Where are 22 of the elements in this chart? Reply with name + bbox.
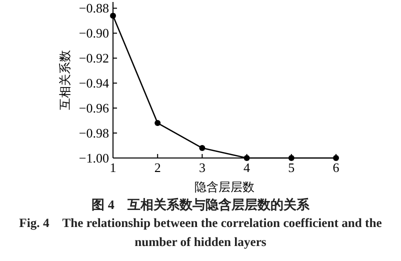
x-axis-title: 隐含层层数 — [194, 180, 254, 194]
y-tick-label: −1.00 — [78, 150, 109, 166]
y-tick-label: −0.96 — [78, 100, 110, 116]
x-tick-label: 5 — [288, 160, 295, 175]
x-tick-label: 4 — [244, 160, 251, 175]
point — [199, 145, 206, 152]
y-tick-label: −0.94 — [78, 76, 110, 91]
y-tick-label: −0.98 — [78, 126, 109, 141]
point — [244, 155, 250, 161]
point — [154, 120, 161, 126]
x-tick-label: 3 — [198, 160, 206, 175]
y-tick-label: −0.92 — [78, 50, 109, 66]
x-tick-label: 1 — [110, 160, 116, 175]
text: 图 4 互相关系数与隐含层层数的关系 — [90, 196, 310, 214]
y-tick-label: −0.90 — [78, 26, 109, 41]
point — [110, 12, 116, 19]
x-tick-label: 6 — [332, 160, 340, 175]
point — [288, 155, 294, 161]
y-axis-title: 互相关系数 — [58, 50, 72, 110]
x-tick-label: 2 — [154, 160, 161, 175]
y-tick-label: −0.88 — [78, 0, 109, 16]
text: Fig. 4 The relationship between the correlation coefficient and the number of hidden layers — [18, 215, 383, 251]
